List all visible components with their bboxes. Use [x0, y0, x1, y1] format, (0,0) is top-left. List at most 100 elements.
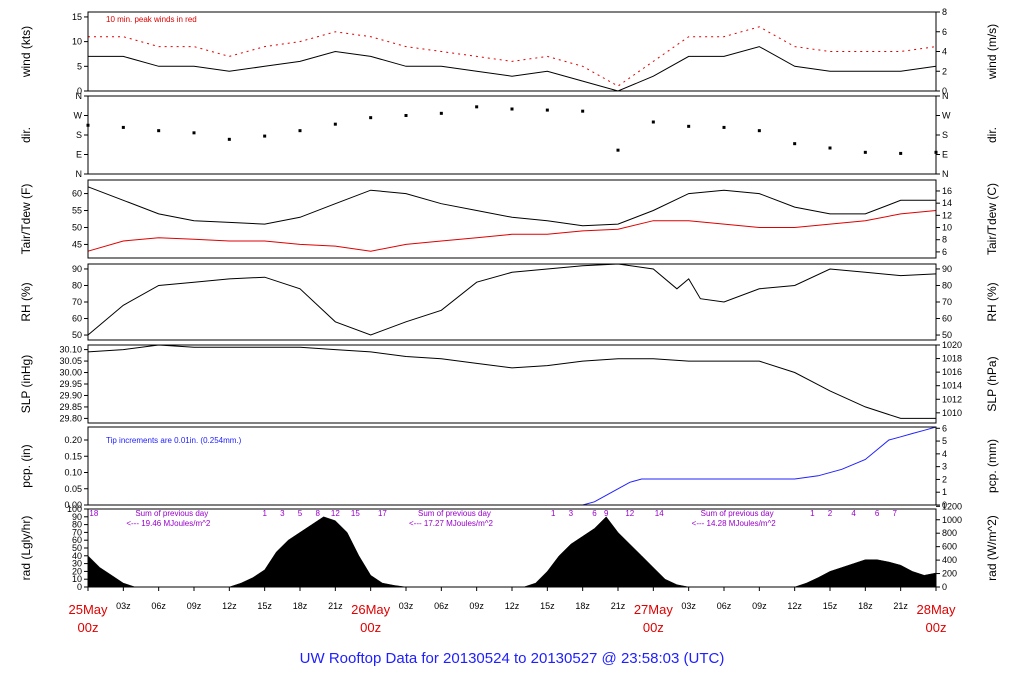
- pcp-ytick-right-label: 3: [942, 462, 947, 472]
- rad-ytick-label: 20: [72, 566, 82, 576]
- rad-hour-annotation: 12: [331, 509, 340, 518]
- x-date-label: 27May: [634, 602, 674, 617]
- x-tick-label: 09z: [752, 601, 767, 611]
- rad-hour-annotation: 17: [378, 509, 387, 518]
- dir-point: [616, 148, 620, 152]
- temp-ytick-label: 50: [72, 222, 82, 232]
- x-tick-label: 03z: [681, 601, 696, 611]
- pcp-ytick-right-label: 4: [942, 449, 947, 459]
- rad-hour-annotation: 1: [551, 509, 556, 518]
- temp-ylabel-right: Tair/Tdew (C): [985, 183, 999, 255]
- rad-ytick-right-label: 800: [942, 528, 957, 538]
- dir-point: [263, 134, 267, 138]
- rad-hour-annotation: 8: [315, 509, 320, 518]
- dir-point: [369, 116, 373, 120]
- x-tick-label: 12z: [787, 601, 802, 611]
- slp-ytick-label: 29.80: [59, 413, 82, 423]
- rad-ytick-right-label: 1000: [942, 515, 962, 525]
- temp-ytick-label: 60: [72, 189, 82, 199]
- dir-point: [863, 150, 867, 154]
- dir-point: [475, 105, 479, 109]
- dir-ytick-label: W: [74, 111, 83, 121]
- slp-ytick-right-label: 1016: [942, 367, 962, 377]
- slp-ytick-right-label: 1018: [942, 354, 962, 364]
- wind-ytick-label: 5: [77, 61, 82, 71]
- slp-ytick-label: 29.95: [59, 379, 82, 389]
- wind-series-line-0: [88, 46, 937, 92]
- rad-hour-annotation: 14: [655, 509, 664, 518]
- slp-ylabel-right: SLP (hPa): [985, 356, 999, 411]
- rad-ytick-right-label: 200: [942, 569, 957, 579]
- dir-point: [333, 122, 337, 126]
- dir-point: [722, 125, 726, 129]
- rh-ytick-right-label: 90: [942, 264, 952, 274]
- rad-ytick-label: 10: [72, 574, 82, 584]
- pcp-ytick-right-label: 2: [942, 474, 947, 484]
- slp-ytick-right-label: 1012: [942, 394, 962, 404]
- wind-ytick-label: 15: [72, 12, 82, 22]
- temp-ytick-right-label: 16: [942, 186, 952, 196]
- rad-ytick-label: 80: [72, 520, 82, 530]
- rad-hour-annotation: 12: [625, 509, 634, 518]
- x-date-label: 26May: [351, 602, 391, 617]
- pcp-panel: 0.00 0.05 0.10 0.15 0.20 0 1 2 3 4 5 6 pcp. (in) pcp.…: [19, 423, 999, 510]
- dir-point: [157, 129, 161, 133]
- x-tick-label: 09z: [469, 601, 484, 611]
- rh-ytick-right-label: 80: [942, 280, 952, 290]
- rad-hour-annotation: 5: [298, 509, 303, 518]
- x-tick-label: 12z: [505, 601, 520, 611]
- x-tick-label: 06z: [151, 601, 166, 611]
- dir-ytick-right-label: S: [942, 130, 948, 140]
- dir-point: [793, 142, 797, 146]
- rad-hour-annotation: 3: [280, 509, 285, 518]
- dir-ylabel-right: dir.: [985, 127, 999, 143]
- temp-ytick-right-label: 12: [942, 210, 952, 220]
- x-tick-label: 18z: [293, 601, 308, 611]
- rad-hour-annotation: 2: [828, 509, 833, 518]
- temp-ytick-label: 55: [72, 206, 82, 216]
- rad-hour-annotation: 3: [569, 509, 574, 518]
- slp-series-line-0: [87, 344, 936, 419]
- rad-hour-annotation: 4: [851, 509, 856, 518]
- temp-ytick-label: 45: [72, 239, 82, 249]
- rh-ylabel-left: RH (%): [19, 282, 33, 321]
- pcp-ytick-right-label: 5: [942, 436, 947, 446]
- rad-frame: [87, 508, 937, 588]
- x-tick-label: 06z: [434, 601, 449, 611]
- pcp-frame: [87, 426, 937, 506]
- dir-ytick-right-label: N: [942, 91, 949, 101]
- rad-ytick-label: 30: [72, 559, 82, 569]
- rad-day-note-title: Sum of previous day: [135, 509, 208, 518]
- dir-point: [899, 151, 903, 155]
- temp-panel: 45 50 55 60 6 8 10 12 14 16 Tair/Tdew (F) Tair/Tdew…: [19, 179, 999, 259]
- temp-frame: [87, 179, 937, 259]
- wind-annotation: 10 min. peak winds in red: [106, 15, 197, 24]
- dir-point: [439, 111, 443, 115]
- dir-ytick-label: E: [76, 150, 82, 160]
- wind-panel: 0 5 10 15 0 2 4 6 8 wind (kts) wind (m/s) 10 min. p…: [19, 7, 999, 96]
- rad-day-note-sum: <--- 14.28 MJoules/m^2: [692, 519, 777, 528]
- dir-point: [227, 137, 231, 141]
- wind-ylabel-right: wind (m/s): [985, 24, 999, 80]
- rad-ytick-right-label: 1200: [942, 501, 962, 511]
- rh-ytick-label: 90: [72, 264, 82, 274]
- x-tick-label: 18z: [858, 601, 873, 611]
- rad-ylabel-right: rad (W/m^2): [985, 515, 999, 581]
- pcp-annotation: Tip increments are 0.01in. (0.254mm.): [106, 436, 242, 445]
- x-date-time-label: 00z: [78, 620, 99, 635]
- slp-ytick-label: 30.00: [59, 368, 82, 378]
- x-tick-label: 03z: [399, 601, 414, 611]
- pcp-ylabel-left: pcp. (in): [19, 444, 33, 487]
- dir-point: [757, 129, 761, 133]
- x-tick-label: 15z: [257, 601, 272, 611]
- x-date-label: 25May: [68, 602, 108, 617]
- dir-point: [510, 107, 514, 111]
- pcp-ytick-label: 0.20: [64, 435, 82, 445]
- temp-ytick-right-label: 8: [942, 235, 947, 245]
- temp-ytick-right-label: 14: [942, 198, 952, 208]
- slp-ytick-right-label: 1010: [942, 408, 962, 418]
- pcp-ytick-label: 0.10: [64, 468, 82, 478]
- rad-day-note-title: Sum of previous day: [701, 509, 774, 518]
